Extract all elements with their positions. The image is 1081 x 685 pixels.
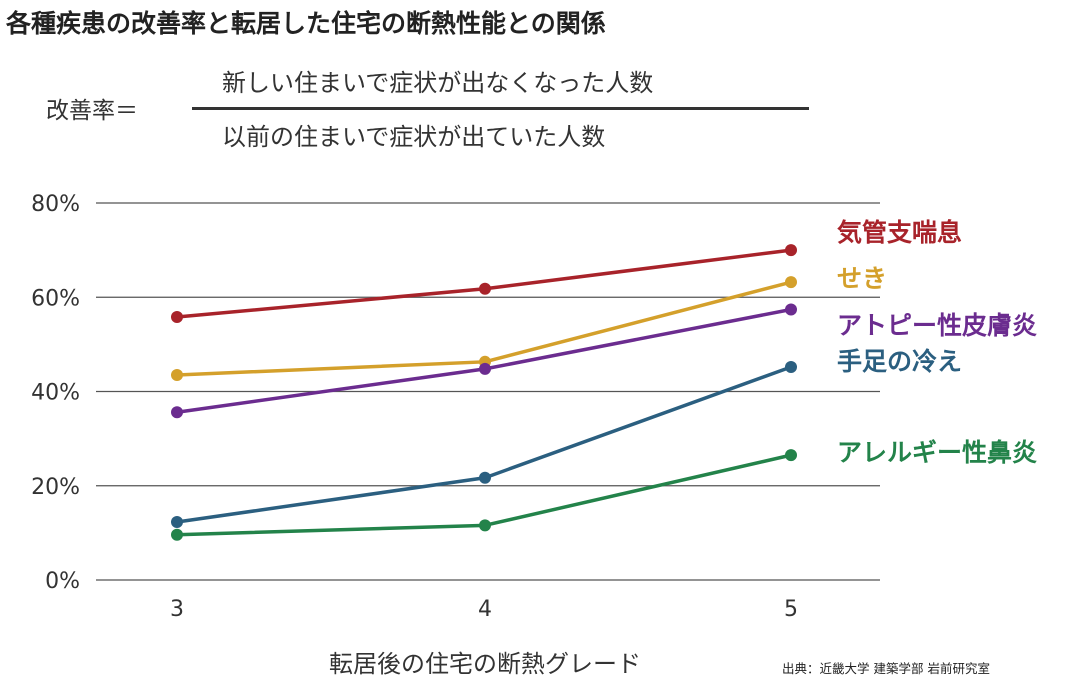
formula-label: 改善率＝ bbox=[46, 98, 138, 124]
data-point bbox=[479, 362, 491, 375]
data-point bbox=[171, 369, 183, 382]
chart-title: 各種疾患の改善率と転居した住宅の断熱性能との関係 bbox=[6, 9, 606, 38]
data-point bbox=[785, 449, 797, 462]
series-line bbox=[175, 365, 793, 524]
data-point bbox=[171, 528, 183, 541]
x-axis-label: 転居後の住宅の断熱グレード bbox=[329, 650, 641, 678]
series-label: せき bbox=[837, 264, 887, 293]
data-point bbox=[785, 276, 797, 289]
formula-numerator: 新しい住まいで症状が出なくなった人数 bbox=[222, 69, 654, 97]
y-tick-label: 0% bbox=[45, 569, 80, 594]
data-point bbox=[479, 519, 491, 532]
fraction-line bbox=[192, 107, 809, 110]
y-tick-label: 80% bbox=[31, 192, 80, 217]
y-axis-ticks: 0% 20% 40% 60% 80% bbox=[31, 192, 80, 594]
data-point bbox=[171, 516, 183, 529]
data-point bbox=[171, 406, 183, 419]
x-tick-label: 5 bbox=[784, 597, 798, 622]
data-point bbox=[171, 311, 183, 324]
formula-denominator: 以前の住まいで症状が出ていた人数 bbox=[222, 123, 606, 151]
x-axis-ticks: 3 4 5 bbox=[170, 597, 798, 622]
data-point bbox=[785, 303, 797, 316]
data-point bbox=[785, 360, 797, 373]
y-tick-label: 20% bbox=[31, 475, 80, 500]
series-points bbox=[171, 244, 797, 541]
series-label: アトピー性皮膚炎 bbox=[837, 311, 1037, 340]
x-tick-label: 4 bbox=[478, 597, 492, 622]
series-label: アレルギー性鼻炎 bbox=[837, 438, 1037, 467]
series-label: 気管支喘息 bbox=[837, 218, 962, 247]
y-tick-label: 40% bbox=[31, 381, 80, 406]
data-point bbox=[479, 282, 491, 295]
data-point bbox=[479, 471, 491, 484]
data-point bbox=[785, 244, 797, 257]
x-tick-label: 3 bbox=[170, 597, 184, 622]
series-label: 手足の冷え bbox=[837, 347, 962, 376]
gridlines bbox=[96, 202, 880, 581]
source-credit: 出典：近畿大学 建築学部 岩前研究室 bbox=[782, 661, 990, 676]
y-tick-label: 60% bbox=[31, 286, 80, 311]
